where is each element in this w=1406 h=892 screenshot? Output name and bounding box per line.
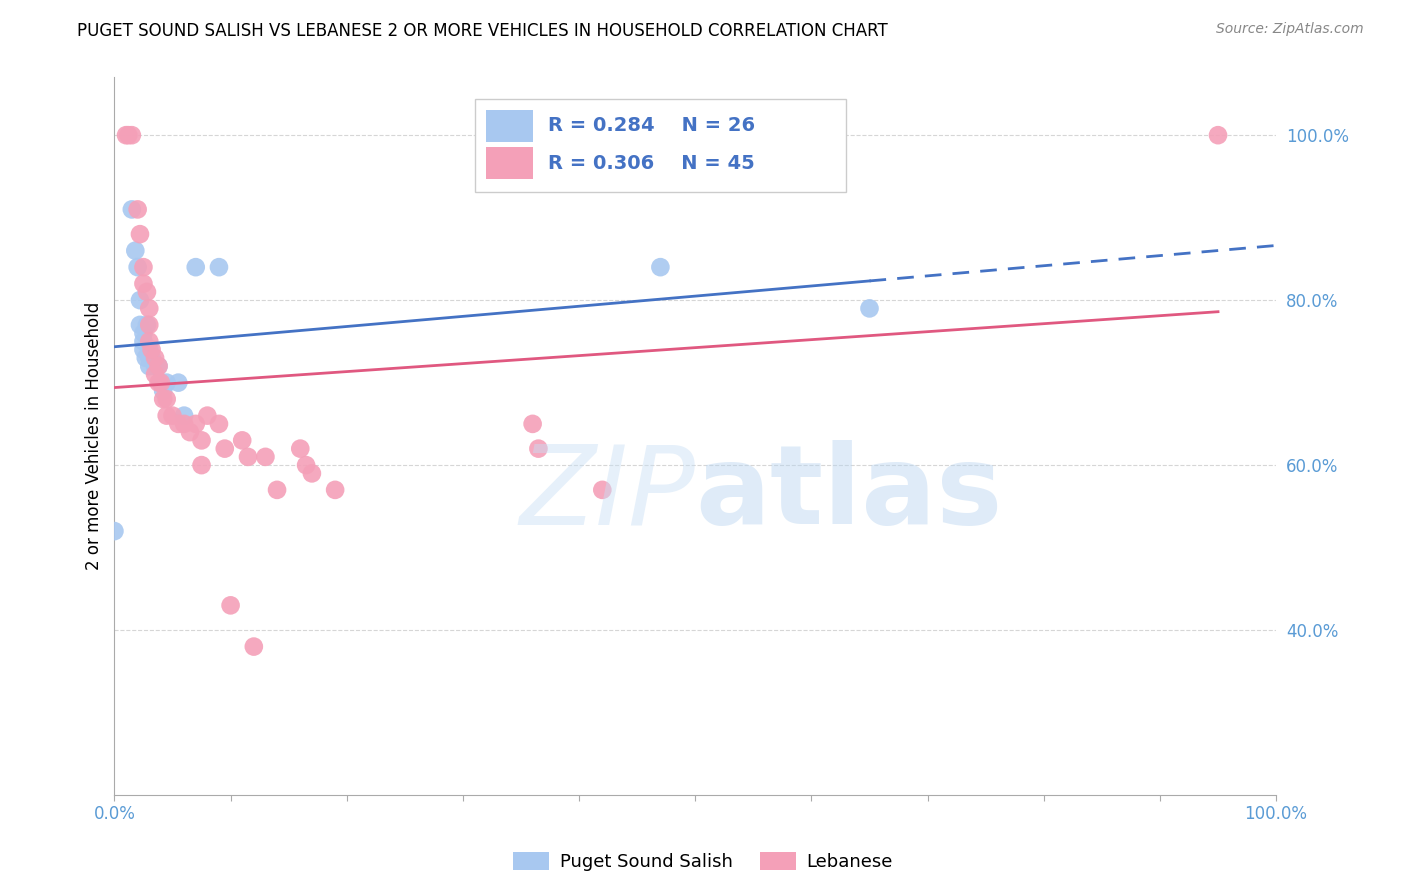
Point (323, 483, 346, 497)
Point (742, 128, 765, 143)
Point (143, 351, 166, 365)
Text: ZIP: ZIP (519, 440, 695, 547)
Point (148, 359, 170, 373)
Point (115, 128, 138, 143)
Point (650, 260, 672, 275)
Point (162, 409, 184, 423)
Legend: Puget Sound Salish, Lebanese: Puget Sound Salish, Lebanese (506, 845, 900, 879)
Point (219, 599, 242, 613)
Point (156, 376, 179, 390)
FancyBboxPatch shape (486, 147, 533, 179)
Point (136, 285, 159, 299)
Point (121, 128, 143, 143)
Point (167, 417, 190, 431)
Point (190, 458, 212, 472)
Point (132, 260, 155, 275)
Text: atlas: atlas (695, 440, 1002, 547)
Point (143, 368, 166, 382)
Point (243, 640, 266, 654)
Point (138, 301, 160, 316)
Point (124, 244, 146, 258)
Point (127, 202, 149, 217)
Point (143, 359, 166, 373)
Point (190, 434, 212, 448)
Point (117, 128, 139, 143)
Point (295, 458, 318, 472)
Point (527, 442, 550, 456)
Point (231, 434, 253, 448)
Point (1206, 128, 1229, 143)
Point (208, 417, 231, 431)
Point (141, 351, 163, 365)
Text: Source: ZipAtlas.com: Source: ZipAtlas.com (1216, 22, 1364, 37)
Point (148, 376, 170, 390)
Point (132, 334, 155, 349)
Point (156, 392, 179, 406)
Point (152, 392, 174, 406)
Point (179, 425, 201, 439)
Point (149, 376, 172, 390)
Point (195, 409, 218, 423)
Point (184, 260, 207, 275)
Point (173, 417, 195, 431)
Text: R = 0.306    N = 45: R = 0.306 N = 45 (548, 154, 755, 173)
Point (148, 359, 170, 373)
Point (138, 343, 160, 357)
Point (149, 376, 172, 390)
Point (132, 277, 155, 291)
Point (184, 417, 207, 431)
Text: R = 0.284    N = 26: R = 0.284 N = 26 (548, 116, 755, 135)
Point (522, 417, 544, 431)
Point (254, 450, 277, 464)
Point (591, 483, 613, 497)
Point (301, 467, 323, 481)
Point (173, 409, 195, 423)
Point (135, 351, 157, 365)
Point (136, 318, 159, 332)
Point (132, 343, 155, 357)
Point (138, 334, 160, 349)
FancyBboxPatch shape (486, 110, 533, 142)
Point (266, 483, 288, 497)
Point (236, 450, 259, 464)
Point (214, 442, 236, 456)
Point (103, 524, 125, 538)
FancyBboxPatch shape (475, 99, 846, 193)
Point (141, 343, 163, 357)
Point (290, 442, 312, 456)
Y-axis label: 2 or more Vehicles in Household: 2 or more Vehicles in Household (86, 302, 103, 570)
Point (121, 202, 143, 217)
Point (129, 293, 152, 307)
Point (156, 409, 179, 423)
Point (138, 359, 160, 373)
Point (208, 260, 231, 275)
Point (858, 301, 880, 316)
Point (127, 260, 149, 275)
Point (138, 351, 160, 365)
Text: PUGET SOUND SALISH VS LEBANESE 2 OR MORE VEHICLES IN HOUSEHOLD CORRELATION CHART: PUGET SOUND SALISH VS LEBANESE 2 OR MORE… (77, 22, 889, 40)
Point (129, 318, 152, 332)
Point (129, 227, 152, 242)
Point (132, 326, 155, 340)
Point (138, 318, 160, 332)
Point (152, 384, 174, 398)
Point (167, 376, 190, 390)
